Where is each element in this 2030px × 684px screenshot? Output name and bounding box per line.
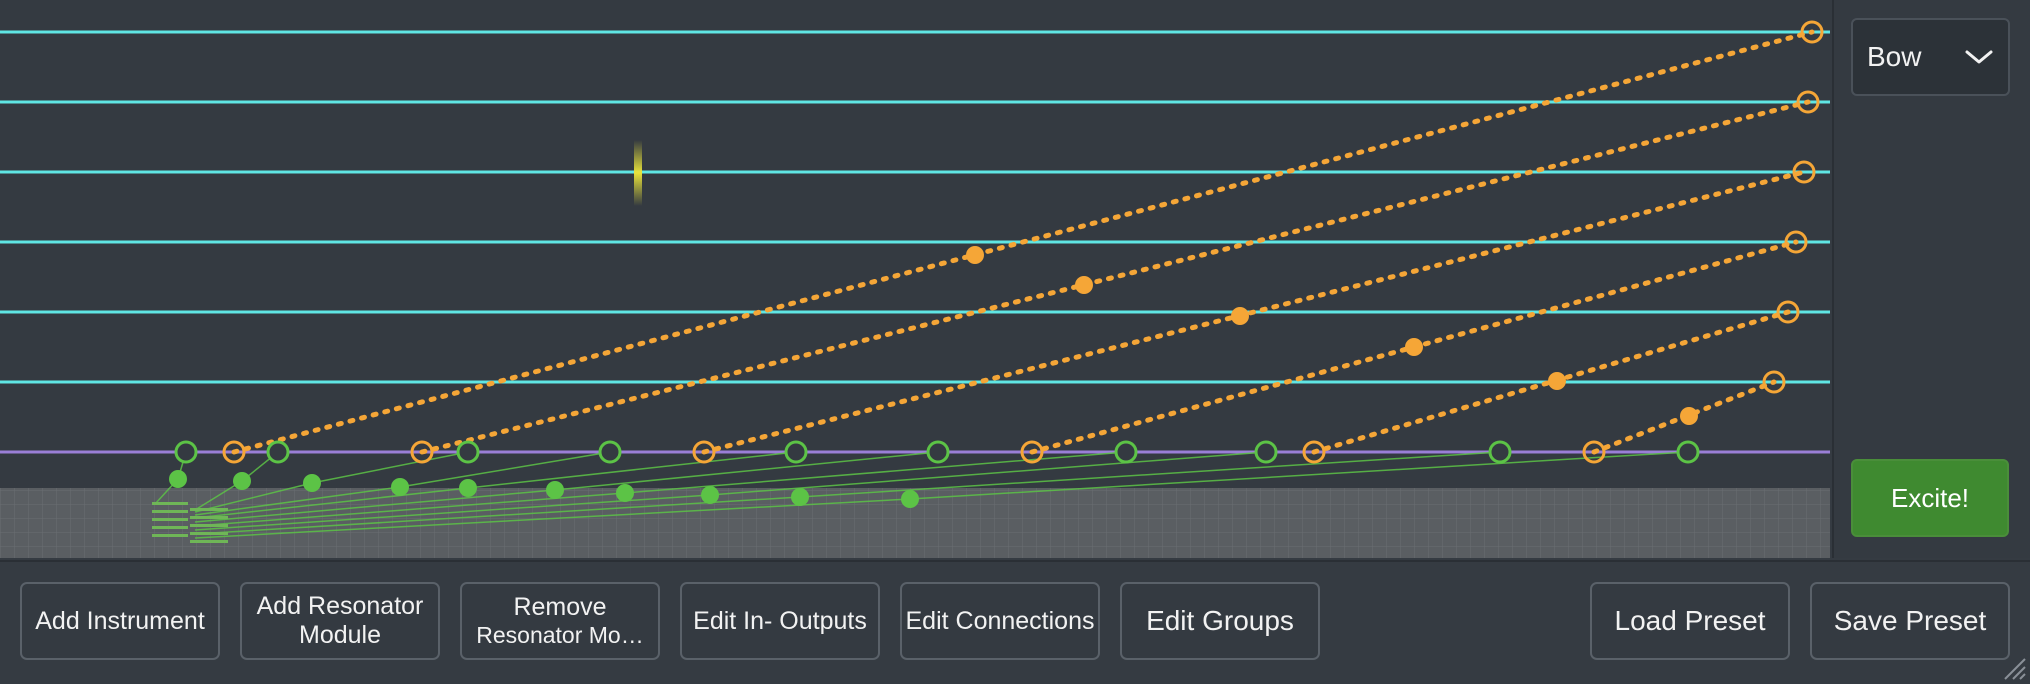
connection-endpoints[interactable] <box>174 440 1700 464</box>
remove-resonator-module-button[interactable]: Remove Resonator Mo… <box>460 582 660 660</box>
resonator-stack-1[interactable] <box>152 502 188 537</box>
load-preset-button[interactable]: Load Preset <box>1590 582 1790 660</box>
resonator-stack-2[interactable] <box>190 508 228 543</box>
excitation-type-value: Bow <box>1867 41 1922 72</box>
add-instrument-button[interactable]: Add Instrument <box>20 582 220 660</box>
connection-dots[interactable] <box>169 470 919 508</box>
remove-resonator-label-line1: Remove <box>513 593 607 622</box>
instrument-canvas[interactable] <box>0 0 1830 558</box>
excite-button[interactable]: Excite! <box>1851 459 2009 537</box>
load-preset-label: Load Preset <box>1614 604 1766 636</box>
instrument-graph[interactable] <box>0 0 1830 558</box>
resize-grip-icon[interactable] <box>2000 654 2026 680</box>
edit-connections-button[interactable]: Edit Connections <box>900 582 1100 660</box>
save-preset-button[interactable]: Save Preset <box>1810 582 2010 660</box>
excitation-cursor[interactable] <box>634 140 642 206</box>
edit-in-outputs-label: Edit In- Outputs <box>693 606 867 635</box>
remove-resonator-label-line2: Resonator Mo… <box>476 622 644 649</box>
edit-in-outputs-button[interactable]: Edit In- Outputs <box>680 582 880 660</box>
output-endpoints[interactable] <box>222 20 1824 464</box>
add-instrument-label: Add Instrument <box>35 606 205 635</box>
output-handles[interactable] <box>966 246 1698 425</box>
bottom-toolbar: Add Instrument Add Resonator Module Remo… <box>0 560 2030 684</box>
edit-groups-label: Edit Groups <box>1146 604 1294 636</box>
add-resonator-module-button[interactable]: Add Resonator Module <box>240 582 440 660</box>
add-resonator-label-line2: Module <box>299 621 381 649</box>
add-resonator-label-line1: Add Resonator <box>256 592 424 621</box>
save-preset-label: Save Preset <box>1833 604 1987 636</box>
edit-groups-button[interactable]: Edit Groups <box>1120 582 1320 660</box>
excite-button-label: Excite! <box>1890 482 1970 513</box>
excitation-type-select[interactable]: Bow <box>1851 18 2010 96</box>
edit-connections-label: Edit Connections <box>905 606 1095 635</box>
chevron-down-icon <box>1964 41 1994 73</box>
